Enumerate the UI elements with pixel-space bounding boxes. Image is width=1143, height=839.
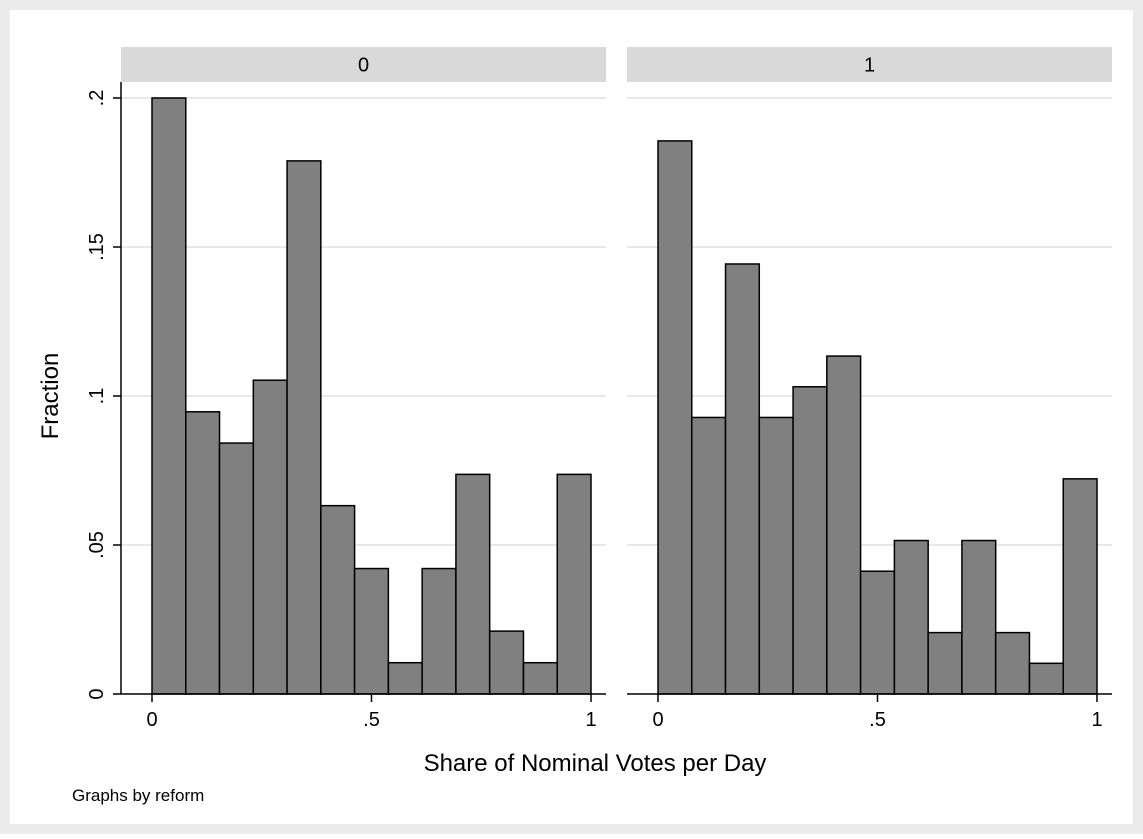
- histogram-bar: [1028, 662, 1064, 695]
- x-tick-label: .5: [363, 709, 380, 731]
- y-tick-label: 0: [86, 688, 108, 699]
- x-axis-title: Share of Nominal Votes per Day: [424, 750, 767, 777]
- histogram-bar: [286, 160, 322, 695]
- y-axis-title: Fraction: [37, 353, 64, 440]
- x-tick-label: 1: [585, 709, 596, 731]
- panel-header-label: 0: [358, 55, 369, 77]
- histogram-bar: [893, 539, 929, 695]
- x-tick-label: .5: [869, 709, 886, 731]
- histogram-bar: [421, 567, 457, 695]
- histogram-bar: [927, 631, 963, 695]
- histogram-bar: [455, 473, 491, 695]
- histogram-bar: [691, 416, 727, 695]
- histogram-bar: [252, 379, 288, 695]
- histogram-bar: [151, 97, 187, 695]
- x-tick-label: 1: [1091, 709, 1102, 731]
- histogram-bar: [758, 416, 794, 695]
- panel-header-label: 1: [864, 55, 875, 77]
- histogram-bar: [859, 570, 896, 695]
- panels-layer: 00.5 10.05.1.15.210.5 1: [86, 47, 1112, 731]
- x-tick-label: 0: [146, 709, 157, 731]
- histogram-bar: [1062, 478, 1098, 695]
- y-tick-label: .2: [86, 90, 108, 107]
- histogram-bar: [826, 355, 862, 695]
- panel-0: 0 0 .5 1 0 .05 .1 .15 .2: [86, 47, 606, 731]
- histogram-bar: [994, 631, 1031, 695]
- histogram-bar: [522, 661, 558, 695]
- histogram-bar: [657, 140, 693, 695]
- y-tick-label: .1: [86, 388, 108, 405]
- panel-1: 10.5 1: [627, 47, 1112, 731]
- histogram-bar: [961, 539, 997, 695]
- histogram-bar: [353, 567, 390, 695]
- histogram-bar: [792, 386, 828, 695]
- histogram-bar: [724, 263, 761, 695]
- x-tick-label: 0: [652, 709, 663, 731]
- panel-header: [121, 47, 606, 82]
- histogram-bar: [488, 630, 525, 695]
- y-tick-label: .05: [86, 531, 108, 559]
- histogram-bar: [320, 504, 356, 695]
- histogram-bar: [185, 411, 221, 695]
- histogram-bar: [556, 473, 592, 695]
- histogram-bar: [387, 661, 423, 695]
- panel-header: [627, 47, 1112, 82]
- graphs-by-note: Graphs by reform: [72, 786, 204, 805]
- histogram-bar: [218, 442, 255, 695]
- y-tick-label: .15: [86, 233, 108, 261]
